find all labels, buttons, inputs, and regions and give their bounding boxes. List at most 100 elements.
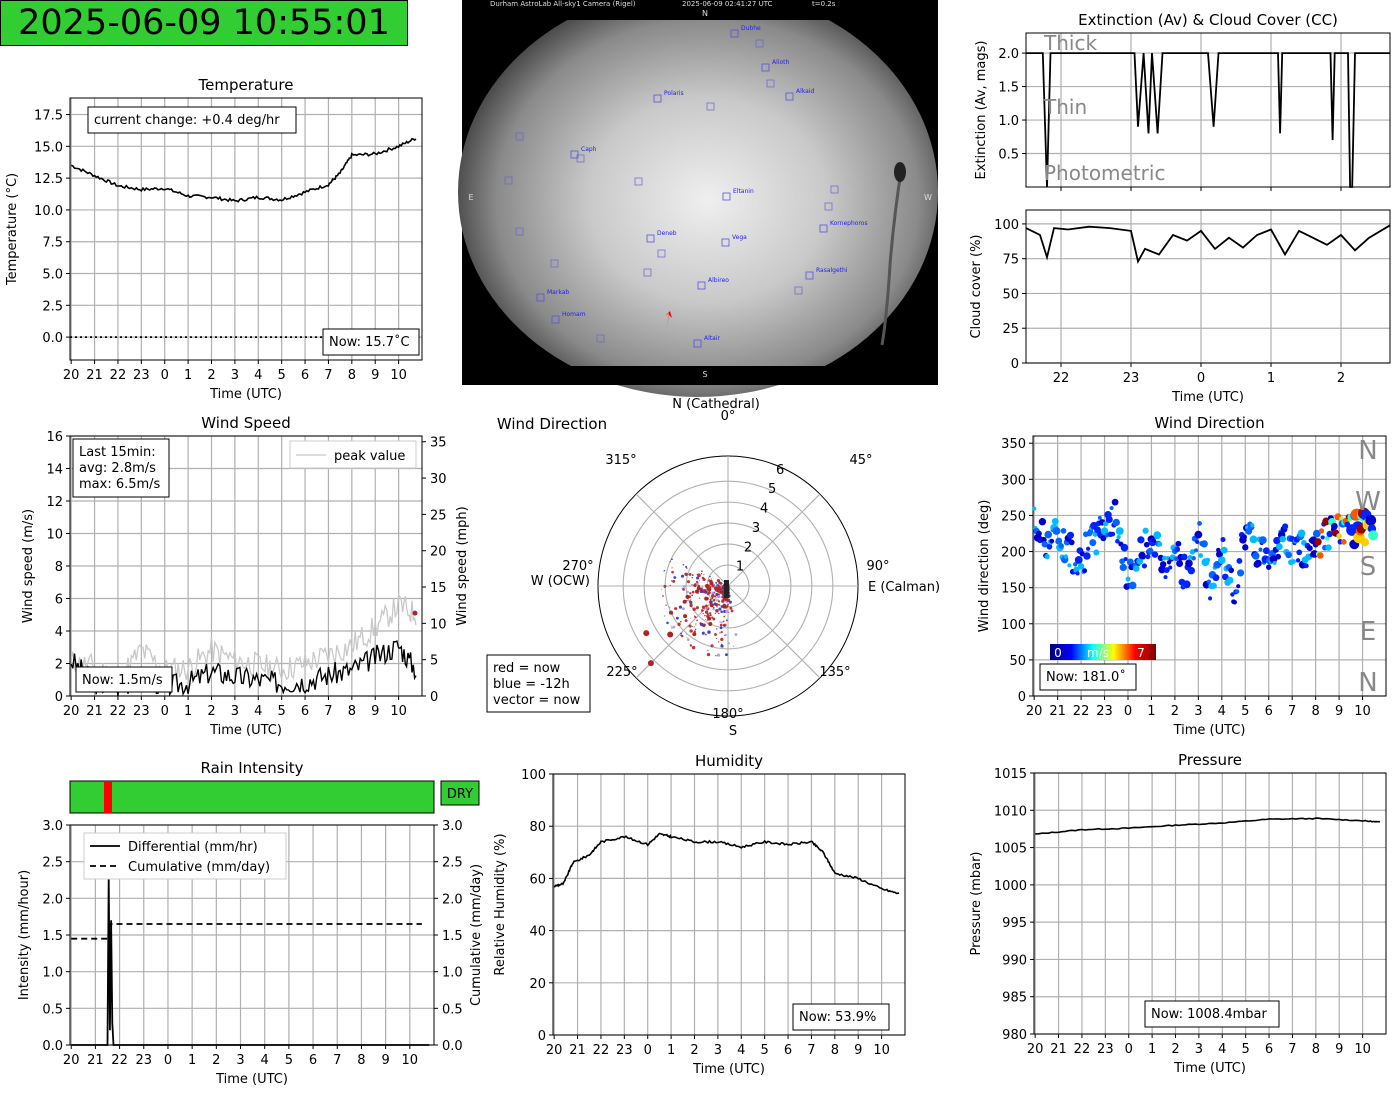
- polar-data-point: [692, 632, 697, 637]
- wind_dir-xtick-label: 22: [1073, 704, 1090, 719]
- wind-speed-ytick-right-label: 25: [430, 508, 447, 523]
- extinction-thick-label: Thick: [1043, 31, 1097, 55]
- wind-dir-point: [1085, 546, 1091, 551]
- polar-point: [678, 605, 683, 609]
- humidity-xtick-label: 6: [784, 1043, 792, 1058]
- wind-dir-point: [1051, 517, 1059, 525]
- pressure-title: Pressure: [1178, 751, 1242, 769]
- polar-point: [691, 590, 695, 594]
- star-marker: [722, 192, 731, 201]
- wind_speed-xtick-label: 4: [254, 704, 262, 719]
- wind-speed-ytick-right-label: 20: [430, 545, 447, 560]
- pressure-xtick-label: 3: [1195, 1042, 1203, 1057]
- polar-point: [719, 621, 722, 623]
- camera-header-right: t=0.2s: [812, 0, 836, 8]
- polar-point: [701, 576, 705, 580]
- pressure-xtick-label: 7: [1288, 1042, 1296, 1057]
- colorbar-min: 0: [1054, 646, 1062, 660]
- camera-west: W: [924, 193, 932, 202]
- polar-point: [684, 573, 687, 576]
- wind-dir-point: [1228, 567, 1235, 574]
- star-marker: [657, 249, 666, 258]
- rain-xtick-label: 21: [87, 1053, 104, 1068]
- camera-header-bar: [462, 0, 938, 20]
- humidity-xtick-label: 4: [737, 1043, 745, 1058]
- polar-point: [723, 615, 726, 618]
- star-label: Albireo: [708, 277, 729, 284]
- polar-point: [698, 590, 701, 593]
- wind-speed-ytick-right-label: 30: [430, 472, 447, 487]
- wind-dir-point: [1163, 575, 1168, 580]
- temperature-ytick-label: 0.0: [42, 331, 63, 346]
- wind_speed-ytick-label: 6: [55, 593, 63, 608]
- star-label: Rasalgethi: [816, 267, 848, 274]
- star-marker: [785, 92, 794, 101]
- wind-dir-point: [1041, 541, 1048, 548]
- star-marker: [721, 238, 730, 247]
- wind-dir-compass-label: E: [1360, 617, 1376, 647]
- cloud-ytick-label: 25: [1002, 322, 1019, 337]
- polar-spoke: [727, 493, 821, 587]
- wind-dir-point: [1035, 530, 1042, 537]
- polar-point: [720, 631, 723, 634]
- star-marker: [515, 227, 524, 236]
- temperature-ylabel: Temperature (°C): [5, 173, 20, 286]
- polar-point: [692, 607, 697, 612]
- polar-point: [729, 606, 731, 608]
- polar-point: [688, 572, 692, 576]
- wind-dir-point: [1215, 550, 1223, 558]
- humidity-xtick-label: 21: [569, 1043, 586, 1058]
- polar-point: [707, 630, 711, 634]
- temperature-xtick-label: 0: [161, 368, 169, 383]
- wind-dir-point: [1262, 547, 1270, 555]
- star-label: Alioth: [772, 59, 789, 66]
- extinction-ytick-label: 1.0: [998, 114, 1019, 129]
- wind-dir-point: [1336, 533, 1342, 539]
- pressure-xtick-label: 20: [1027, 1042, 1044, 1057]
- humidity-ytick-label: 80: [529, 820, 546, 835]
- wind-dir-point: [1297, 529, 1306, 538]
- wind-dir-point: [1230, 592, 1235, 597]
- cloud-xtick-label: 23: [1123, 371, 1140, 386]
- wind_speed-xtick-label: 20: [63, 704, 80, 719]
- wind_speed-ytick-label: 0: [55, 690, 63, 705]
- polar-point: [680, 574, 685, 578]
- rain-xtick-label: 8: [357, 1053, 365, 1068]
- polar-point: [717, 593, 719, 595]
- wind-dir-point: [1249, 535, 1258, 544]
- polar-data-point: [705, 584, 710, 588]
- polar-point: [715, 593, 718, 597]
- polar-point: [689, 600, 692, 603]
- wind-dir-point: [1153, 531, 1162, 540]
- polar-data-point: [695, 589, 700, 594]
- wind-dir-point: [1317, 552, 1324, 559]
- wind_speed-ytick-label: 16: [46, 430, 63, 445]
- polar-point: [704, 633, 707, 636]
- wind-dir-point: [1185, 559, 1193, 568]
- colorbar-unit: m/s: [1087, 646, 1109, 660]
- wind-dir-compass-label: N: [1358, 436, 1377, 466]
- humidity-xtick-label: 0: [644, 1043, 652, 1058]
- polar-point: [686, 580, 691, 584]
- wind-dir-point: [1055, 537, 1063, 545]
- polar-point: [718, 631, 721, 634]
- temperature-xtick-label: 3: [231, 368, 239, 383]
- star-marker: [693, 339, 702, 348]
- wind_dir-xtick-label: 7: [1288, 704, 1296, 719]
- polar-point: [734, 633, 738, 637]
- wind_dir-xtick-label: 0: [1124, 704, 1132, 719]
- polar-point: [688, 624, 692, 628]
- polar-point: [706, 652, 711, 657]
- humidity-ytick-label: 40: [529, 925, 546, 940]
- wind_dir-ytick-label: 200: [1001, 546, 1026, 561]
- pressure-ylabel: Pressure (mbar): [969, 851, 984, 955]
- wind_dir-xtick-label: 5: [1241, 704, 1249, 719]
- polar-point: [700, 609, 704, 612]
- wind-dir-point: [1200, 540, 1208, 548]
- camera-tree-edge: [880, 164, 904, 346]
- wind-dir-point: [1226, 576, 1234, 584]
- polar-point: [712, 617, 716, 621]
- wind-stats-box-text: avg: 2.8m/s: [79, 461, 156, 476]
- wind-dir-point: [1340, 538, 1347, 545]
- extinction-ylabel: Extinction (Av, mags): [974, 41, 989, 180]
